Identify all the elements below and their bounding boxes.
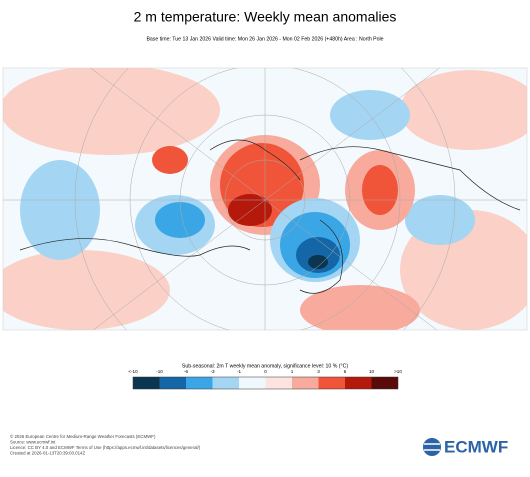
logo-text: ECMWF bbox=[444, 437, 508, 456]
color-box bbox=[371, 377, 398, 389]
color-box bbox=[212, 377, 239, 389]
footer-line: Created at 2026-01-13T20:39:03.014Z bbox=[10, 451, 85, 456]
colorbar-label: -3 bbox=[210, 369, 215, 374]
color-box bbox=[186, 377, 213, 389]
color-box bbox=[133, 377, 160, 389]
footer-line: Licence: CC BY 4.0 and ECMWF Terms of Us… bbox=[10, 445, 201, 450]
colorbar: <-10 -10 -6 -3 -1 0 1 3 6 10 >10 bbox=[128, 369, 402, 390]
subtitle: Base time: Tue 13 Jan 2026 Valid time: M… bbox=[146, 36, 383, 42]
colorbar-label: 6 bbox=[344, 369, 347, 374]
colorbar-label: <-10 bbox=[128, 369, 138, 374]
footer-line: Source: www.ecmwf.int bbox=[10, 440, 56, 445]
legend-title: Sub-seasonal: 2m T weekly mean anomaly, … bbox=[182, 363, 348, 369]
color-box bbox=[265, 377, 292, 389]
footer-line: © 2026 European Centre for Medium-Range … bbox=[10, 434, 156, 439]
color-box bbox=[239, 377, 266, 389]
colorbar-label: 10 bbox=[369, 369, 375, 374]
colorbar-label: 1 bbox=[291, 369, 294, 374]
map bbox=[3, 68, 527, 330]
colorbar-label: -6 bbox=[184, 369, 189, 374]
colorbar-label: 0 bbox=[264, 369, 267, 374]
colorbar-label: -10 bbox=[156, 369, 163, 374]
colorbar-label: 3 bbox=[317, 369, 320, 374]
color-box bbox=[318, 377, 345, 389]
color-box bbox=[292, 377, 319, 389]
colorbar-frame bbox=[132, 376, 399, 390]
logo: ECMWF bbox=[423, 437, 508, 456]
title: 2 m temperature: Weekly mean anomalies bbox=[134, 9, 397, 25]
colorbar-label: -1 bbox=[237, 369, 242, 374]
colorbar-label: >10 bbox=[394, 369, 402, 374]
color-box bbox=[159, 377, 186, 389]
color-box bbox=[345, 377, 372, 389]
footer: © 2026 European Centre for Medium-Range … bbox=[10, 434, 201, 456]
